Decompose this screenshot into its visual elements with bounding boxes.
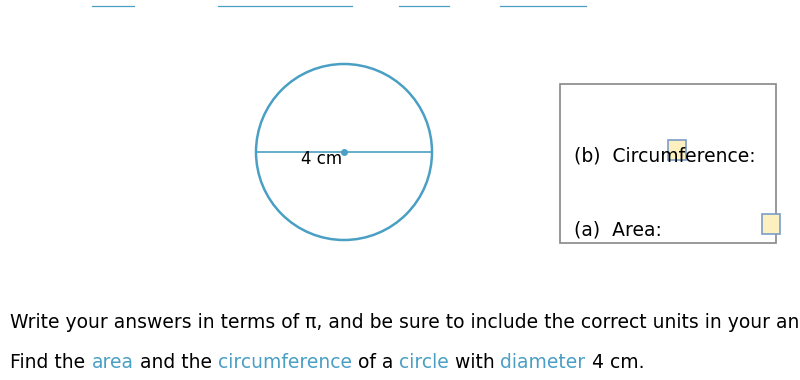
Text: Write your answers in terms of π, and be sure to include the correct units in yo: Write your answers in terms of π, and be… — [10, 314, 800, 332]
Text: 4 cm.: 4 cm. — [586, 353, 644, 372]
Text: (a)  Area:: (a) Area: — [574, 220, 668, 239]
Text: with: with — [449, 353, 501, 372]
Text: circumference: circumference — [218, 353, 351, 372]
FancyBboxPatch shape — [560, 84, 776, 243]
Text: and the: and the — [134, 353, 218, 372]
FancyBboxPatch shape — [668, 139, 686, 160]
Text: 4 cm: 4 cm — [302, 150, 342, 168]
Text: area: area — [91, 353, 134, 372]
Text: Find the: Find the — [10, 353, 91, 372]
Text: of a: of a — [351, 353, 399, 372]
Text: (b)  Circumference:: (b) Circumference: — [574, 146, 762, 165]
Text: (b)  Circumference:: (b) Circumference: — [574, 146, 762, 165]
Text: circle: circle — [399, 353, 449, 372]
Text: diameter: diameter — [501, 353, 586, 372]
FancyBboxPatch shape — [762, 214, 780, 234]
Text: (a)  Area:: (a) Area: — [574, 220, 668, 239]
